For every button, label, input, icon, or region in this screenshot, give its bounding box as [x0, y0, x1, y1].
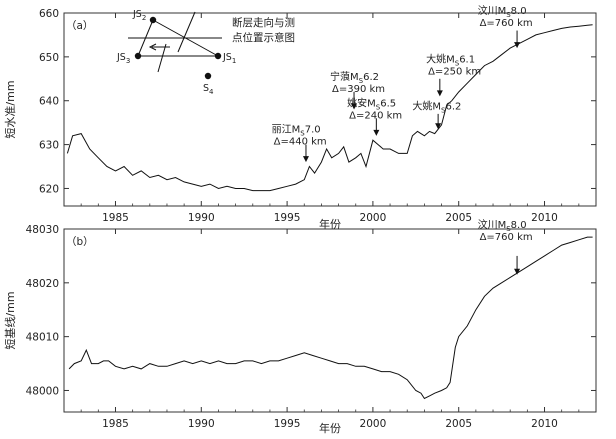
annotation-distance-label: Δ=250 km [428, 66, 481, 77]
x-tick-label: 1985 [102, 212, 129, 224]
annotation-magnitude-subscript: S [359, 77, 364, 85]
series-line [66, 24, 593, 192]
annotation-arrow-head [514, 268, 521, 275]
plot-frame [63, 12, 597, 207]
annotation-distance-label: Δ=760 km [480, 232, 533, 243]
baseline [152, 19, 219, 57]
annotation-distance-label: Δ=760 km [480, 18, 533, 29]
y-tick-label: 620 [39, 183, 59, 195]
y-axis-label: 短水准/mm [3, 80, 17, 138]
annotation-magnitude-subscript: S [441, 107, 446, 115]
annotation-distance-label: Δ=240 km [349, 110, 402, 121]
y-tick-label: 660 [39, 8, 59, 20]
station-label: JS3 [116, 52, 130, 65]
x-tick-label: 1985 [102, 418, 129, 430]
annotation-magnitude-subscript: S [506, 11, 511, 19]
station-marker [134, 52, 142, 60]
annotation-event-label: 汶川MS8.0 [478, 4, 527, 19]
annotation-magnitude-value: 8.0 [511, 220, 527, 231]
station-subscript: 2 [142, 14, 146, 22]
x-axis-label: 年份 [319, 217, 341, 231]
annotation-event-label: 大姚MS6.1 [426, 52, 475, 67]
annotation-distance-label: Δ=390 km [332, 84, 385, 95]
x-tick-label: 2010 [531, 212, 558, 224]
station-label: S4 [203, 83, 214, 96]
annotation-event-name: 宁蒗M [330, 70, 359, 83]
annotation-event-name: 汶川M [478, 218, 507, 231]
y-tick-label: 640 [39, 96, 59, 108]
annotation-arrow-head [436, 90, 443, 97]
y-axis-label: 短基线/mm [3, 291, 17, 349]
x-tick-label: 2000 [360, 418, 387, 430]
annotation-arrow-head [351, 103, 358, 110]
annotation-magnitude-subscript: S [300, 130, 305, 138]
series-line [68, 236, 593, 400]
annotation-magnitude-value: 7.0 [305, 125, 321, 136]
y-tick-label: 650 [39, 52, 59, 64]
x-tick-label: 1990 [188, 418, 215, 430]
annotation-magnitude-subscript: S [376, 103, 381, 111]
annotation-event-name: 汶川M [478, 4, 507, 17]
annotation-magnitude-subscript: S [455, 59, 460, 67]
station-marker [214, 52, 222, 60]
x-axis-label: 年份 [319, 421, 341, 435]
baseline [137, 19, 154, 57]
fault-line [177, 11, 196, 53]
annotation-event-name: 大姚M [426, 52, 455, 65]
annotation-magnitude-value: 8.0 [511, 6, 527, 17]
motion-arrow-head [148, 43, 157, 51]
y-tick-label: 48000 [26, 385, 59, 397]
panel-a: 1985 1990 1995 2000 2005 2010 620 630 640 650 660 年… [3, 4, 597, 231]
x-tick-label: 2010 [531, 418, 558, 430]
x-tick-label: 1995 [274, 212, 301, 224]
x-tick-label: 2005 [445, 418, 472, 430]
station-name: JS [132, 9, 142, 20]
y-tick-label: 48020 [26, 278, 59, 290]
annotation-magnitude-subscript: S [506, 225, 511, 233]
annotation-magnitude-value: 6.1 [459, 54, 475, 65]
station-marker [149, 16, 157, 24]
annotation-event-label: 汶川MS8.0 [478, 218, 527, 233]
annotation-arrow-head [302, 156, 309, 163]
annotation-event-name: 大姚M [412, 100, 441, 113]
x-tick-label: 2005 [445, 212, 472, 224]
x-tick-label: 1995 [274, 418, 301, 430]
panel-label: （b） [66, 236, 94, 248]
annotation-event-label: 宁蒗MS6.2 [330, 70, 379, 85]
station-name: S [203, 83, 209, 94]
station-subscript: 4 [209, 88, 214, 96]
annotation-magnitude-value: 6.2 [363, 72, 379, 83]
annotation-distance-label: Δ=440 km [274, 137, 327, 148]
annotation-event-name: 丽江M [272, 124, 301, 136]
annotation-event-label: 大姚MS6.2 [412, 100, 461, 115]
plot-frame [63, 228, 597, 413]
station-name: JS [222, 52, 232, 63]
annotation-arrow-head [373, 129, 380, 136]
station-label: JS1 [222, 52, 236, 65]
annotation-arrow-head [435, 123, 442, 130]
station-marker [204, 72, 212, 80]
x-tick-label: 1990 [188, 212, 215, 224]
annotation-magnitude-value: 6.2 [445, 102, 461, 113]
y-tick-label: 630 [39, 140, 59, 152]
station-name: JS [116, 52, 126, 63]
annotation-arrow-head [514, 42, 521, 49]
fault-line [157, 43, 167, 73]
station-subscript: 3 [126, 57, 130, 65]
y-tick-label: 48030 [26, 224, 59, 236]
y-tick-label: 48010 [26, 332, 59, 344]
annotation-event-name: 姚安M [347, 96, 376, 109]
panel-label: （a） [66, 20, 93, 32]
annotation-magnitude-value: 6.5 [380, 98, 396, 109]
station-label: JS2 [132, 9, 146, 22]
inset-title-line-1: 断层走向与测 [232, 16, 295, 29]
inset-title-line-2: 点位置示意图 [232, 31, 295, 44]
station-subscript: 1 [232, 57, 236, 65]
annotation-event-label: 丽江MS7.0 [272, 124, 321, 138]
x-tick-label: 2000 [360, 212, 387, 224]
panel-b: 1985 1990 1995 2000 2005 2010 48000 48010 48020 4… [3, 218, 597, 435]
